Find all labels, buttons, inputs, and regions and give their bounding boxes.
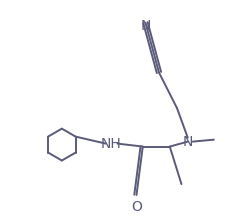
- Text: N: N: [140, 19, 151, 33]
- Text: NH: NH: [101, 137, 122, 151]
- Text: N: N: [183, 135, 193, 149]
- Text: O: O: [131, 200, 142, 214]
